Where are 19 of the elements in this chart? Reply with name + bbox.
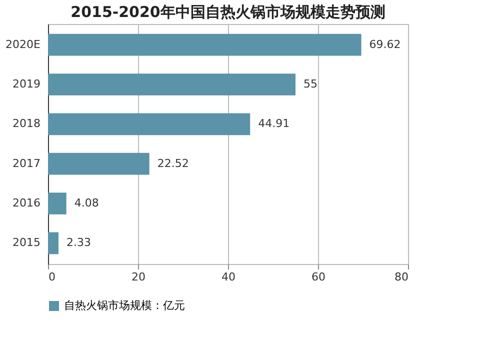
data-label: 22.52 xyxy=(157,156,189,170)
data-label: 44.91 xyxy=(258,117,290,130)
data-label: 4.08 xyxy=(74,196,99,210)
y-tick-label: 2018 xyxy=(12,117,40,130)
y-tick-label: 2020E xyxy=(6,38,41,51)
x-tick-label: 0 xyxy=(48,270,56,284)
data-label: 55 xyxy=(304,77,318,90)
chart-title: 2015-2020年中国自热火锅市场规模走势预测 xyxy=(70,3,386,21)
x-tick-label: 60 xyxy=(312,270,326,284)
legend-label: 自热火锅市场规模：亿元 xyxy=(64,299,185,312)
data-label: 69.62 xyxy=(369,38,401,51)
x-tick-label: 40 xyxy=(222,270,236,284)
data-label: 2.33 xyxy=(66,236,91,250)
y-tick-label: 2019 xyxy=(12,77,40,90)
y-tick-label: 2015 xyxy=(12,236,40,250)
y-tick-label: 2016 xyxy=(12,196,40,210)
x-tick-label: 80 xyxy=(394,270,408,284)
x-tick-label: 20 xyxy=(132,270,146,284)
y-tick-label: 2017 xyxy=(12,156,40,170)
